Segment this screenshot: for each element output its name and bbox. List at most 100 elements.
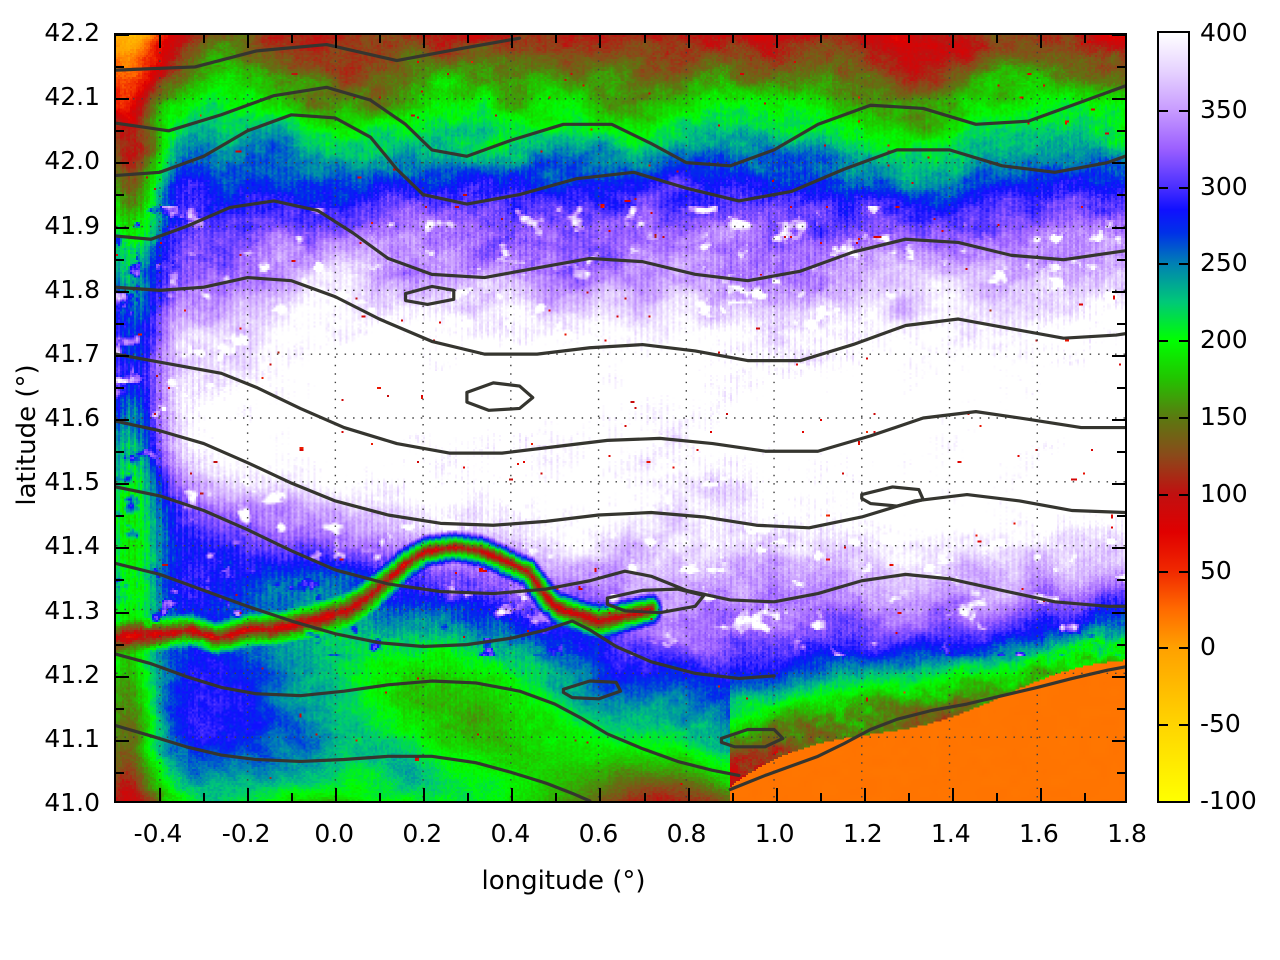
y-tick-minor: [116, 515, 124, 518]
x-tick-minor: [1083, 793, 1086, 801]
y-tick-minor-right: [1117, 643, 1125, 646]
y-tick-minor: [116, 643, 124, 646]
contour-line: [403, 284, 456, 306]
y-tick-major-right: [1112, 35, 1125, 36]
x-tick-minor: [555, 793, 558, 801]
colorbar-tick: [1159, 417, 1168, 419]
y-tick-minor-right: [1117, 707, 1125, 710]
x-tick-minor-top: [291, 35, 294, 43]
x-tick-major: [951, 788, 954, 801]
x-tick-minor-top: [555, 35, 558, 43]
contour-lines: [116, 36, 1125, 801]
x-tick-label: 0.2: [402, 819, 443, 848]
colorbar-tick: [1159, 340, 1168, 343]
y-tick-major: [116, 35, 129, 36]
contour-line: [116, 485, 1125, 608]
x-tick-label: 1.4: [930, 819, 971, 848]
x-axis-title: longitude (°): [481, 866, 646, 896]
x-tick-label: 0.4: [490, 819, 531, 848]
x-tick-minor-top: [1083, 35, 1086, 43]
colorbar-tick: [1159, 647, 1168, 650]
colorbar-tick: [1159, 109, 1168, 112]
x-tick-label: 0.0: [314, 819, 355, 848]
x-tick-label: 1.2: [842, 819, 883, 848]
colorbar-tick-right: [1179, 647, 1188, 650]
contour-line: [116, 561, 776, 681]
y-tick-minor: [116, 579, 124, 582]
colorbar-tick: [1159, 263, 1168, 266]
x-tick-minor: [643, 793, 646, 801]
y-tick-major: [116, 547, 129, 550]
colorbar-tick-label: 100: [1200, 478, 1248, 508]
y-tick-major-right: [1112, 739, 1125, 742]
x-tick-major-top: [687, 35, 690, 48]
x-tick-major: [599, 788, 602, 801]
colorbar-tick-right: [1179, 186, 1188, 189]
colorbar-tick-right: [1179, 263, 1188, 266]
y-tick-minor-right: [1117, 194, 1125, 197]
map-plot-area[interactable]: [114, 33, 1127, 803]
y-tick-label: 41.3: [44, 595, 100, 625]
y-tick-minor-right: [1117, 515, 1125, 518]
y-tick-minor: [116, 194, 124, 197]
colorbar-tick-right: [1179, 417, 1188, 419]
colorbar-tick-right: [1179, 340, 1188, 343]
y-tick-minor-right: [1117, 130, 1125, 133]
x-tick-major-top: [335, 35, 338, 48]
colorbar-tick-label: 50: [1200, 555, 1232, 585]
x-tick-label: 0.6: [578, 819, 619, 848]
y-tick-major: [116, 354, 129, 357]
colorbar[interactable]: [1157, 31, 1190, 803]
colorbar-tick-label: -50: [1200, 709, 1241, 739]
y-tick-minor-right: [1117, 258, 1125, 261]
y-tick-major: [116, 739, 129, 742]
y-tick-major: [116, 98, 129, 101]
x-tick-major: [335, 788, 338, 801]
colorbar-tick-right: [1179, 570, 1188, 573]
y-tick-major-right: [1112, 162, 1125, 165]
x-tick-minor-top: [379, 35, 382, 43]
heatmap-field: [116, 35, 1125, 801]
contour-overlay: [116, 35, 1125, 801]
x-tick-label: -0.4: [133, 819, 183, 848]
x-tick-major: [247, 788, 250, 801]
x-tick-major-top: [775, 35, 778, 48]
x-tick-major: [423, 788, 426, 801]
y-tick-minor: [116, 130, 124, 133]
y-tick-major: [116, 483, 129, 486]
x-tick-minor: [995, 793, 998, 801]
y-tick-minor: [116, 771, 124, 774]
x-tick-label: 1.0: [754, 819, 795, 848]
colorbar-tick-label: 200: [1200, 325, 1248, 355]
contour-line: [719, 727, 785, 749]
contour-line: [116, 352, 1125, 455]
y-tick-label: 41.5: [44, 467, 100, 497]
contour-line: [116, 724, 592, 801]
colorbar-tick-right: [1179, 724, 1188, 727]
contour-line: [728, 665, 1125, 792]
y-tick-major-right: [1112, 611, 1125, 614]
y-tick-label: 41.2: [44, 659, 100, 689]
colorbar-tick: [1159, 570, 1168, 573]
y-tick-label: 41.9: [44, 210, 100, 240]
x-tick-minor-top: [907, 35, 910, 43]
contour-line: [465, 381, 535, 412]
y-tick-minor: [116, 66, 124, 69]
y-tick-minor: [116, 386, 124, 389]
y-tick-major-right: [1112, 675, 1125, 678]
colorbar-tick-label: 300: [1200, 171, 1248, 201]
y-tick-major: [116, 162, 129, 165]
y-tick-label: 41.0: [44, 788, 100, 817]
x-tick-minor-top: [467, 35, 470, 43]
contour-line: [116, 84, 1125, 168]
y-tick-major-right: [1112, 547, 1125, 550]
colorbar-tick-label: 150: [1200, 402, 1248, 431]
y-tick-major-right: [1112, 419, 1125, 421]
y-tick-label: 41.4: [44, 531, 100, 561]
y-axis-title: latitude (°): [12, 364, 42, 506]
y-tick-major-right: [1112, 354, 1125, 357]
y-tick-label: 42.1: [44, 82, 100, 112]
colorbar-tick-label: 350: [1200, 94, 1248, 124]
x-tick-major-top: [599, 35, 602, 48]
